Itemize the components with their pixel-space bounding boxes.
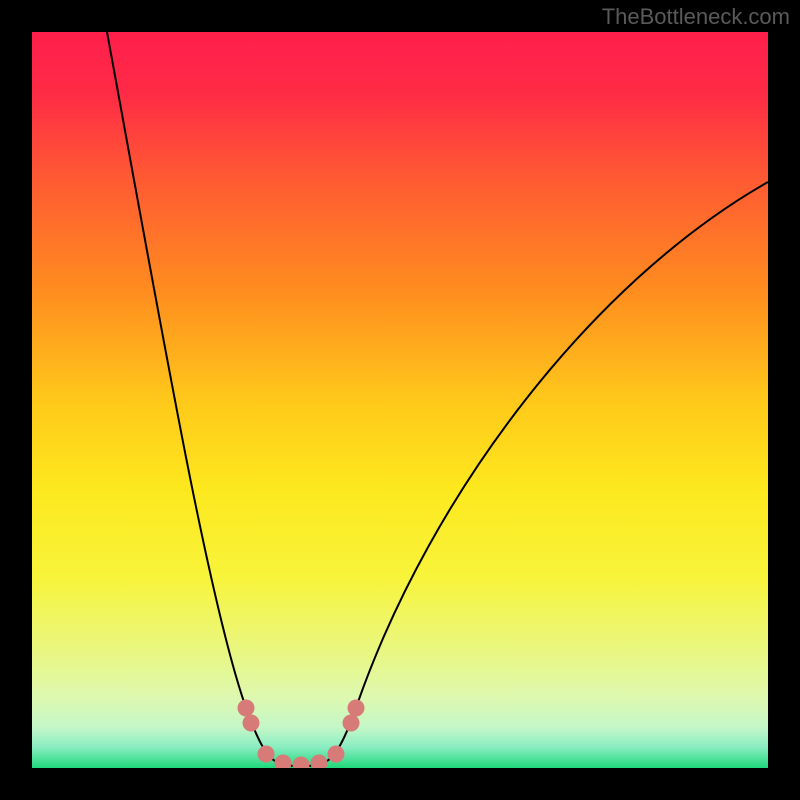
watermark-text: TheBottleneck.com — [602, 4, 790, 30]
marker-dot — [328, 746, 345, 763]
plot-area — [32, 32, 768, 768]
marker-dot — [348, 700, 365, 717]
chart-container: TheBottleneck.com — [0, 0, 800, 800]
marker-dot — [243, 715, 260, 732]
marker-dot — [238, 700, 255, 717]
marker-dot — [258, 746, 275, 763]
marker-dot — [343, 715, 360, 732]
